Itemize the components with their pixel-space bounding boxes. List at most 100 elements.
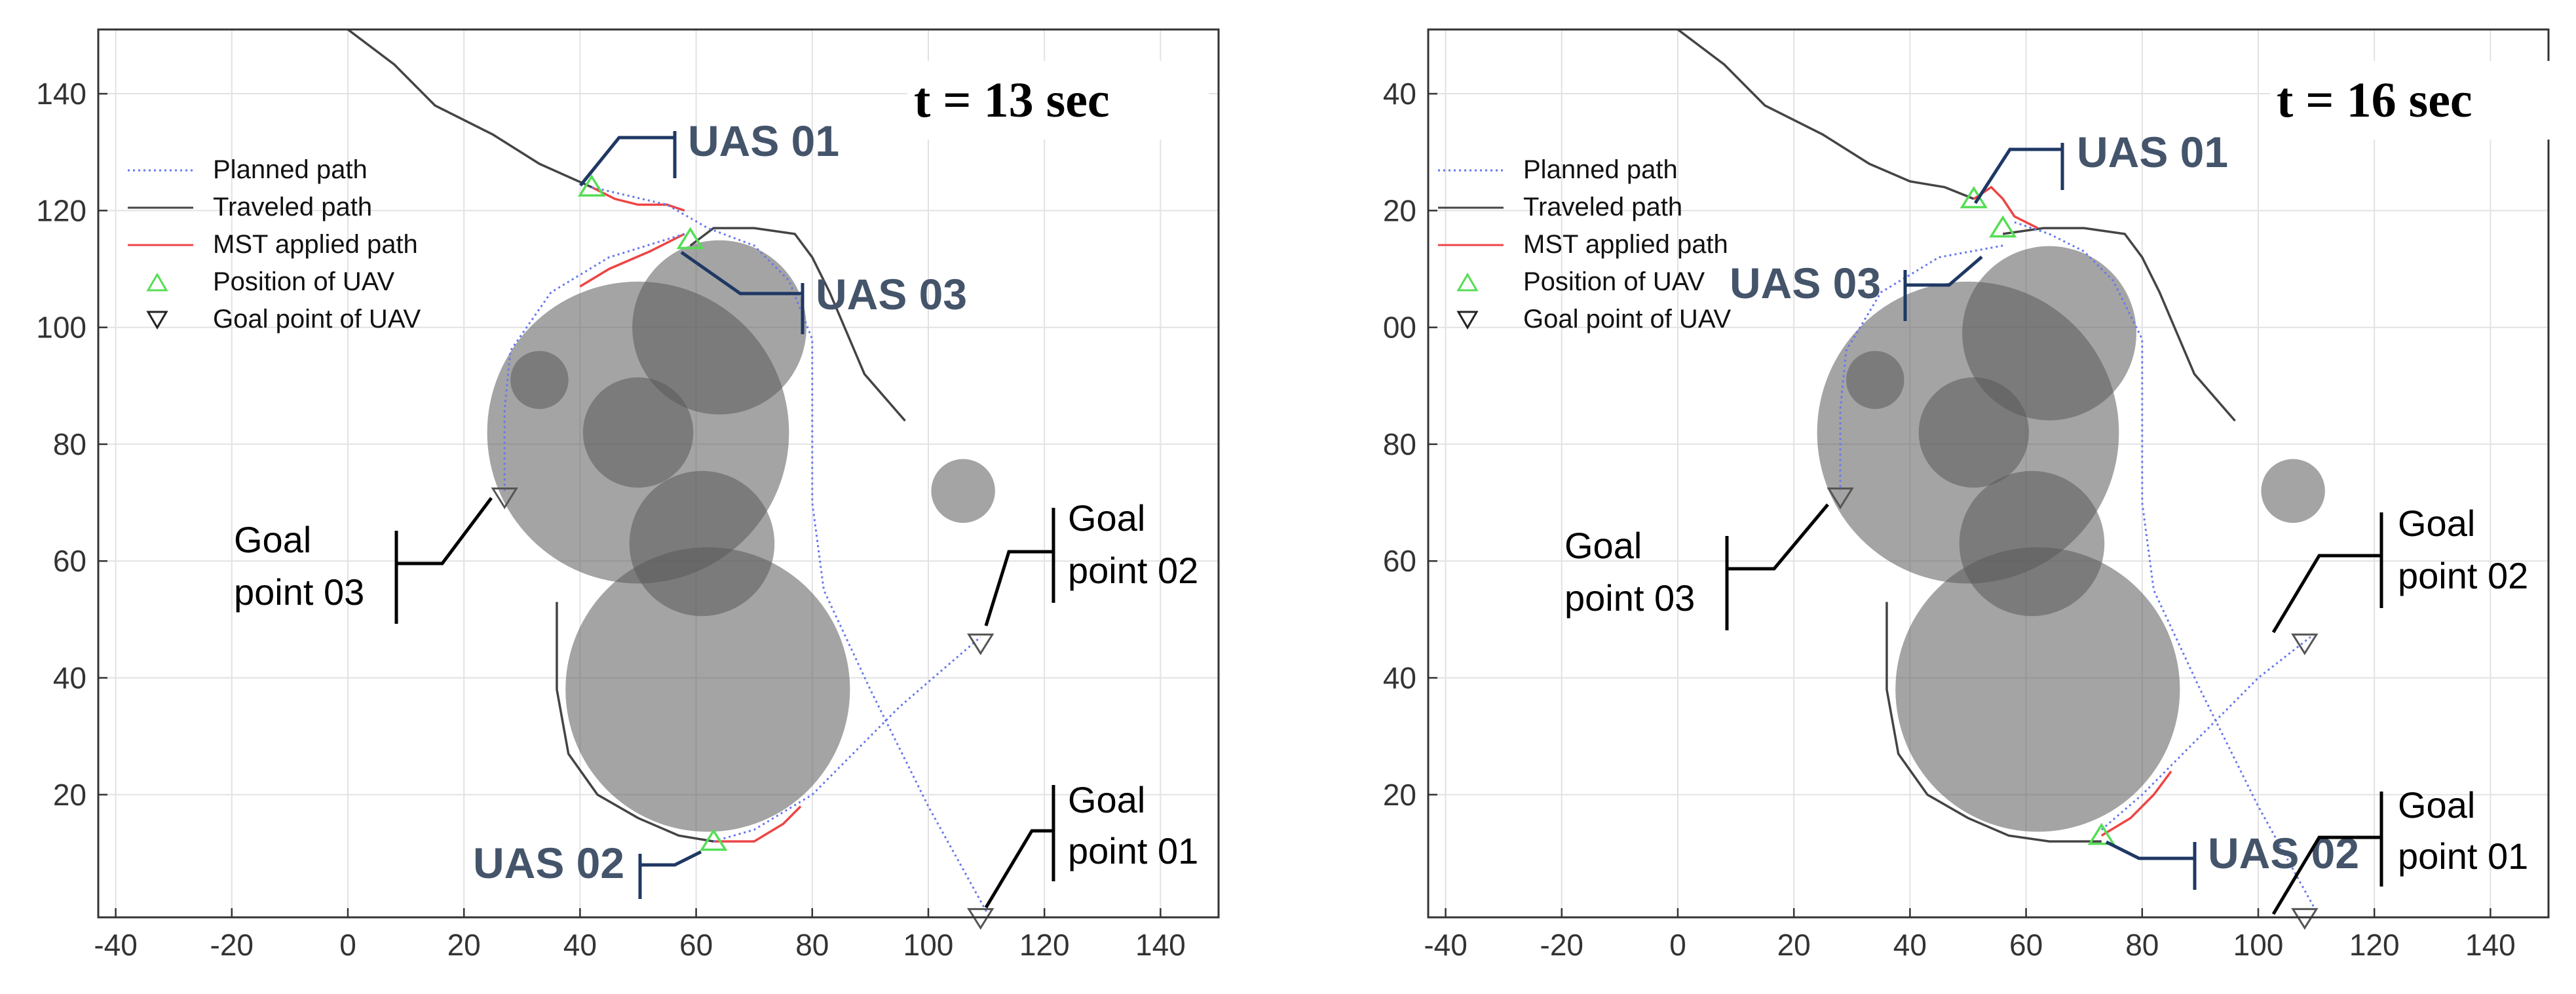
traveled-path-line (689, 227, 906, 422)
x-tick-label: 60 (679, 928, 713, 962)
uav-position-marker (700, 828, 728, 851)
x-tick-label: 80 (2125, 928, 2159, 962)
planned-path-line (2014, 221, 2317, 912)
uas-label: UAS 03 (1730, 259, 1881, 307)
legend-label: Goal point of UAV (1523, 305, 1732, 334)
legend-label: MST applied path (1523, 230, 1728, 259)
x-tick-label: 40 (563, 928, 597, 962)
uas-callout-line (680, 250, 803, 296)
planned-path-line (1839, 244, 2003, 491)
chart-title: t = 13 sec (914, 73, 1110, 128)
uas-label: UAS 01 (688, 117, 839, 165)
legend-swatch-triangle-up (1456, 273, 1479, 292)
uas-label: UAS 02 (473, 839, 624, 887)
traveled-path-line (2002, 227, 2236, 422)
obstacle-circle (510, 351, 569, 410)
title-background (907, 61, 1209, 140)
y-tick-label: 40 (1383, 661, 1416, 695)
legend-label: Position of UAV (1523, 267, 1705, 296)
legend-label: Position of UAV (213, 267, 394, 296)
uav-position-marker (1988, 215, 2017, 238)
goal-point-marker (1827, 487, 1854, 510)
goal-point-marker (967, 908, 994, 930)
mst-applied-path-line (579, 233, 685, 288)
obstacle-circle (582, 377, 694, 488)
legend-label: Goal point of UAV (213, 305, 421, 334)
legend-swatch-triangle-down (146, 311, 168, 330)
uas-callout-line (1905, 256, 1983, 287)
uav-position-marker (676, 227, 704, 250)
uav-position-marker (2087, 822, 2115, 845)
legend-swatch-triangle-down (1456, 311, 1479, 330)
x-tick-label: 140 (2465, 928, 2516, 962)
chart-panel-2: -40 -20 0 20 40 60 80 100 120 140 20 40 60 80 00 20 40 Pl… (1383, 28, 2571, 962)
y-tick-label: 140 (36, 77, 86, 111)
obstacle-circle (931, 459, 995, 523)
x-tick-label: 100 (903, 928, 954, 962)
y-tick-label: 60 (53, 544, 86, 578)
goal-callout-line (2271, 554, 2381, 634)
y-tick-label: 20 (1383, 778, 1416, 812)
legend: Planned path Traveled path MST applied pat… (1438, 155, 1732, 334)
goal-point-marker (2291, 908, 2319, 930)
goal-callout-line (2271, 835, 2381, 915)
x-tick-label: -20 (1540, 928, 1583, 962)
obstacle-circle (1918, 377, 2030, 488)
obstacle-circle (1962, 246, 2136, 421)
y-tick-label: 80 (1383, 427, 1416, 461)
obstacle-circle (1846, 351, 1904, 410)
goal-label-line-2: point 01 (1068, 830, 1198, 871)
legend-label: Planned path (1523, 155, 1678, 184)
uas-callout-line (1973, 147, 2062, 204)
traveled-path-line (1885, 602, 2102, 843)
goal-point-marker (491, 487, 518, 510)
axes-frame (1427, 28, 2550, 919)
legend-label: Traveled path (213, 193, 372, 221)
y-tick-label: 100 (36, 311, 86, 345)
planned-path-line (713, 636, 981, 843)
goal-callout-line (984, 829, 1053, 909)
y-tick-label: 40 (53, 661, 86, 695)
x-tick-label: 120 (2349, 928, 2400, 962)
obstacle-circle (2261, 459, 2325, 523)
goal-label-line-1: Goal (2398, 784, 2475, 826)
mst-applied-path-line (591, 186, 685, 212)
uav-position-marker (577, 174, 606, 197)
uas-callout-line (2105, 840, 2195, 860)
traveled-path-line (556, 602, 714, 843)
mst-applied-path-line (1973, 185, 2039, 229)
goal-callout-line (984, 550, 1053, 626)
y-tick-label: 80 (53, 427, 86, 461)
goal-label-line-1: Goal (234, 519, 311, 560)
goal-label-line-2: point 03 (234, 571, 364, 613)
chart-panel-1: -40 -20 0 20 40 60 80 100 120 140 20 40 60 80 100 120 14… (36, 28, 1220, 962)
goal-callout-line (1727, 503, 1829, 571)
x-tick-label: 0 (1669, 928, 1686, 962)
goal-label-line-1: Goal (1068, 779, 1145, 820)
x-tick-label: 120 (1019, 928, 1070, 962)
title-background (2270, 61, 2571, 140)
legend: Planned path Traveled path MST applied pat… (128, 155, 421, 334)
goal-label-line-2: point 02 (2398, 555, 2528, 596)
plot-content (1676, 29, 2325, 912)
y-tick-label: 60 (1383, 544, 1416, 578)
goal-point-marker (967, 633, 994, 656)
y-tick-label: 00 (1383, 311, 1416, 345)
plot-content (347, 29, 995, 912)
goal-label-line-2: point 01 (2398, 835, 2528, 877)
legend-label: MST applied path (213, 230, 418, 259)
uas-callout-line (579, 136, 675, 187)
axes-frame (97, 28, 1220, 919)
y-tick-label: 20 (1383, 193, 1416, 227)
goal-point-marker (2291, 633, 2319, 656)
x-tick-label: 140 (1135, 928, 1186, 962)
x-tick-label: 0 (339, 928, 356, 962)
traveled-path-line (347, 29, 592, 189)
x-tick-label: 20 (447, 928, 481, 962)
goal-label-line-1: Goal (2398, 503, 2475, 544)
x-tick-label: 60 (2009, 928, 2043, 962)
uas-label: UAS 01 (2077, 128, 2228, 176)
goal-label-line-2: point 03 (1564, 577, 1695, 619)
x-tick-label: -40 (94, 928, 137, 962)
